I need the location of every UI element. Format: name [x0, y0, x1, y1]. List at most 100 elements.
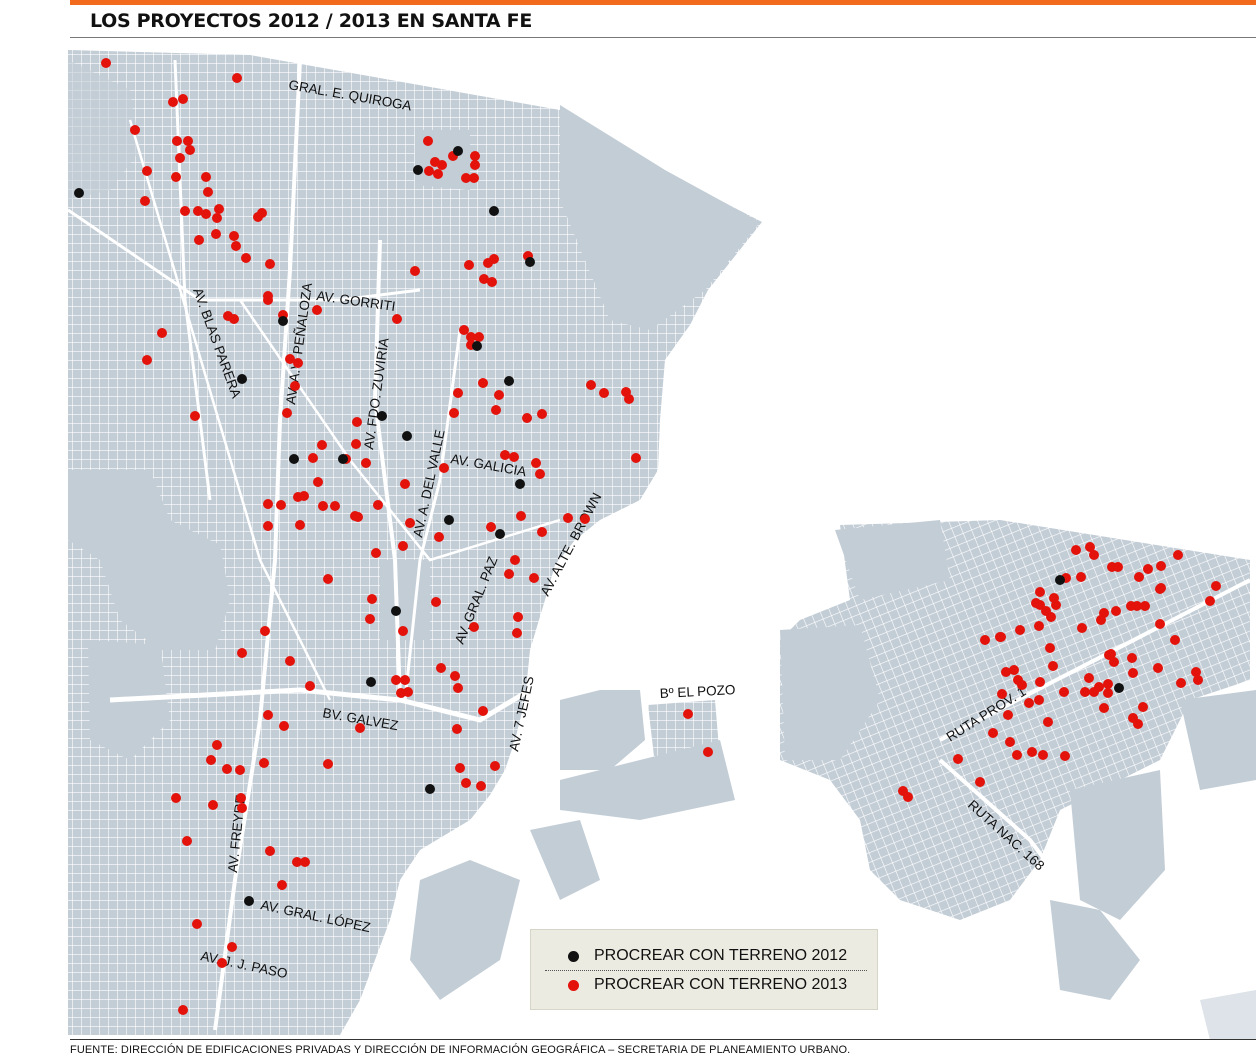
- procrear-2013-marker: [353, 512, 363, 522]
- procrear-2013-marker: [263, 521, 273, 531]
- legend-divider: [545, 970, 867, 971]
- procrear-2013-marker: [537, 409, 547, 419]
- legend-item-2012: PROCREAR CON TERRENO 2012: [531, 942, 877, 970]
- procrear-2013-marker: [703, 747, 713, 757]
- procrear-2013-marker: [1043, 717, 1053, 727]
- procrear-2013-marker: [1024, 698, 1034, 708]
- legend-item-2013: PROCREAR CON TERRENO 2013: [531, 971, 877, 999]
- procrear-2012-marker: [278, 316, 288, 326]
- procrear-2013-marker: [500, 450, 510, 460]
- header-divider: [70, 37, 1256, 38]
- procrear-2013-marker: [229, 231, 239, 241]
- procrear-2013-marker: [491, 405, 501, 415]
- procrear-2013-marker: [624, 394, 634, 404]
- footer-divider: [70, 1039, 1256, 1040]
- procrear-2013-marker: [237, 648, 247, 658]
- procrear-2013-marker: [201, 172, 211, 182]
- procrear-2013-marker: [232, 73, 242, 83]
- procrear-2012-marker: [289, 454, 299, 464]
- procrear-2012-marker: [525, 257, 535, 267]
- procrear-2013-marker: [1035, 677, 1045, 687]
- procrear-2013-marker: [1109, 657, 1119, 667]
- procrear-2013-marker: [293, 492, 303, 502]
- procrear-2013-marker: [1051, 600, 1061, 610]
- procrear-2013-marker: [313, 477, 323, 487]
- map-legend: PROCREAR CON TERRENO 2012 PROCREAR CON T…: [530, 929, 878, 1010]
- procrear-2013-marker: [1156, 561, 1166, 571]
- procrear-2013-marker: [178, 1005, 188, 1015]
- procrear-2013-marker: [208, 800, 218, 810]
- procrear-2013-marker: [259, 758, 269, 768]
- procrear-2012-marker: [472, 341, 482, 351]
- procrear-2013-marker: [265, 846, 275, 856]
- procrear-2013-marker: [277, 880, 287, 890]
- procrear-2013-marker: [580, 514, 590, 524]
- procrear-2013-marker: [391, 675, 401, 685]
- procrear-2013-marker: [203, 187, 213, 197]
- procrear-2013-marker: [212, 213, 222, 223]
- procrear-2013-marker: [290, 381, 300, 391]
- procrear-2012-marker: [489, 206, 499, 216]
- procrear-2013-marker: [450, 671, 460, 681]
- legend-label-2013: PROCREAR CON TERRENO 2013: [594, 976, 848, 993]
- street-label-el-pozo: Bº EL POZO: [659, 682, 735, 701]
- procrear-2013-marker: [1045, 643, 1055, 653]
- procrear-2013-marker: [323, 759, 333, 769]
- procrear-2013-marker: [535, 469, 545, 479]
- procrear-2013-marker: [263, 499, 273, 509]
- port-islands: [410, 690, 735, 1000]
- procrear-2013-marker: [1034, 621, 1044, 631]
- procrear-2013-marker: [312, 305, 322, 315]
- procrear-2012-marker: [413, 165, 423, 175]
- procrear-2013-marker: [1170, 635, 1180, 645]
- procrear-2013-marker: [469, 173, 479, 183]
- procrear-2013-marker: [400, 479, 410, 489]
- procrear-2013-marker: [305, 681, 315, 691]
- procrear-2013-marker: [410, 266, 420, 276]
- procrear-2012-marker: [495, 529, 505, 539]
- procrear-2013-marker: [1103, 679, 1113, 689]
- procrear-2013-marker: [531, 458, 541, 468]
- procrear-2013-marker: [1111, 606, 1121, 616]
- city-map[interactable]: GRAL. E. QUIROGA AV. GORRITI AV. BLAS PA…: [0, 0, 1256, 1040]
- procrear-2013-marker: [318, 501, 328, 511]
- procrear-2013-marker: [171, 793, 181, 803]
- procrear-2012-marker: [391, 606, 401, 616]
- procrear-2013-marker: [1035, 587, 1045, 597]
- procrear-2013-marker: [516, 511, 526, 521]
- procrear-2013-marker: [292, 857, 302, 867]
- procrear-2013-marker: [469, 622, 479, 632]
- procrear-2013-marker: [504, 569, 514, 579]
- procrear-2013-marker: [1085, 542, 1095, 552]
- procrear-2013-marker: [1076, 572, 1086, 582]
- procrear-2013-marker: [142, 166, 152, 176]
- procrear-2013-marker: [351, 439, 361, 449]
- procrear-2013-marker: [1113, 562, 1123, 572]
- procrear-2013-marker: [263, 710, 273, 720]
- procrear-2013-marker: [1103, 688, 1113, 698]
- procrear-2013-marker: [253, 212, 263, 222]
- procrear-2013-marker: [1155, 584, 1165, 594]
- procrear-2013-marker: [434, 532, 444, 542]
- procrear-2013-marker: [512, 628, 522, 638]
- procrear-2013-marker: [1046, 612, 1056, 622]
- procrear-2013-marker: [183, 136, 193, 146]
- procrear-2013-marker: [1001, 667, 1011, 677]
- procrear-2013-marker: [236, 793, 246, 803]
- procrear-2012-marker: [74, 188, 84, 198]
- legend-swatch-2013: [568, 979, 579, 991]
- procrear-2013-marker: [439, 463, 449, 473]
- procrear-2013-marker: [494, 390, 504, 400]
- procrear-2012-marker: [402, 431, 412, 441]
- procrear-2013-marker: [231, 241, 241, 251]
- procrear-2013-marker: [478, 706, 488, 716]
- procrear-2013-marker: [190, 411, 200, 421]
- procrear-2013-marker: [282, 408, 292, 418]
- procrear-2013-marker: [373, 500, 383, 510]
- procrear-2013-marker: [1015, 625, 1025, 635]
- procrear-2013-marker: [487, 277, 497, 287]
- procrear-2013-marker: [483, 258, 493, 268]
- procrear-2013-marker: [392, 314, 402, 324]
- procrear-2013-marker: [1009, 665, 1019, 675]
- procrear-2013-marker: [975, 777, 985, 787]
